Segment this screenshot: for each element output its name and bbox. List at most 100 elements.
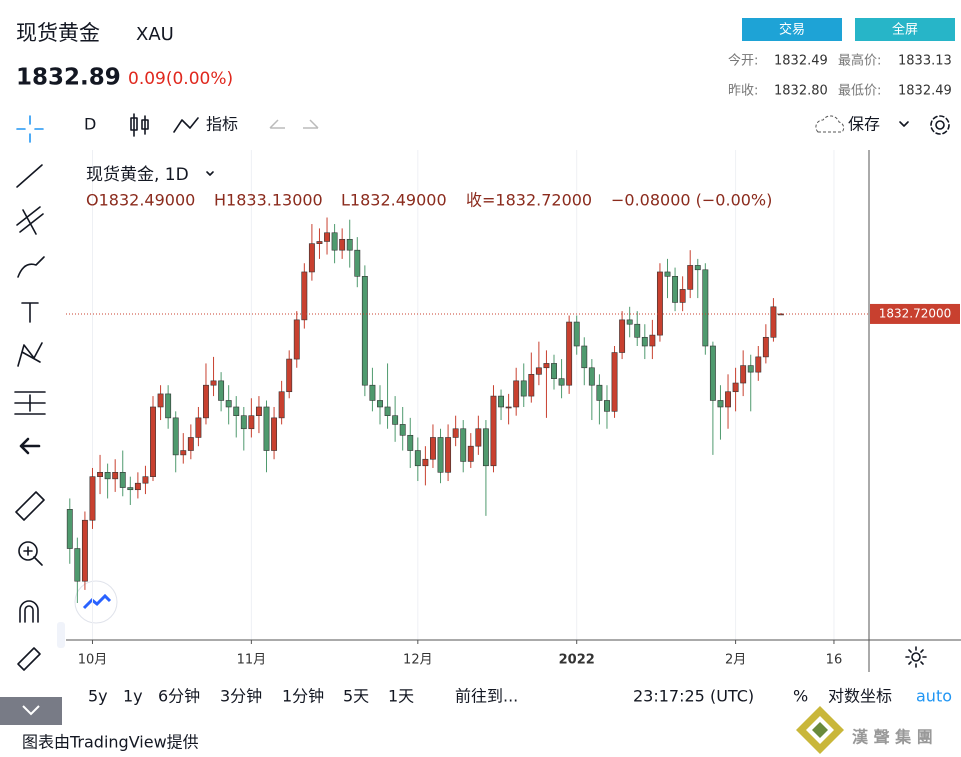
drawing-toolbar [14,115,46,671]
candle-body [134,482,141,491]
candle-body [414,450,421,467]
candle-body [490,395,497,467]
stat-label: 最高价: [838,53,881,69]
auto-toggle[interactable]: auto [916,687,952,706]
tv-logo-mark [82,593,112,610]
candle-body [316,241,323,244]
crosshair-tool[interactable] [16,115,44,143]
candle-body [762,336,769,358]
save-button[interactable]: 保存 [848,115,880,134]
trendline-tool[interactable] [16,164,43,188]
magnet-tool[interactable] [19,600,39,623]
candle-body [558,378,565,386]
candle-body [97,472,103,477]
candle-body [308,243,315,273]
pattern-tool[interactable] [17,342,43,367]
zoom-tool[interactable] [18,541,38,561]
candle-body [626,319,633,325]
text-tool[interactable] [21,302,39,323]
settings-icon[interactable] [930,115,950,135]
candle-body [505,406,512,409]
fullscreen-button[interactable] [855,18,955,41]
trade-button[interactable] [742,18,842,41]
candle-body [611,352,618,412]
candle-body [430,437,436,460]
candle-body [732,382,739,393]
candle-body [157,393,164,408]
lock-tool[interactable] [17,647,41,671]
candle-body [445,437,452,473]
candle-body [535,367,542,375]
candle-body [354,249,361,277]
x-tick-label: 16 [826,653,843,668]
candle-body [278,391,285,419]
stat-label: 最低价: [838,84,881,99]
range-button[interactable]: 3分钟 [220,687,262,706]
interval-button[interactable]: D [84,115,96,134]
stat-value: 1833.13 [898,54,952,69]
candle-body [331,232,338,251]
percent-toggle[interactable]: % [793,687,808,706]
fib-tool[interactable] [16,206,44,235]
candle-body [301,271,308,321]
range-button[interactable]: 1分钟 [282,687,324,706]
candle-body [694,265,701,271]
candle-body [475,428,482,447]
indicators-button[interactable]: 指标 [206,115,238,134]
goto-button[interactable]: 前往到... [455,687,518,706]
candle-body [740,365,747,384]
measure-tool[interactable] [15,491,45,521]
candle-body [604,400,610,412]
collapse-button[interactable] [0,697,62,725]
candle-body [581,345,588,369]
candle-body [664,271,671,277]
axis-settings[interactable] [905,646,927,668]
prediction-tool[interactable] [14,391,46,415]
candle-body [717,400,724,408]
candle-body [634,323,641,338]
trade-button-label[interactable]: 交易 [779,22,805,38]
scroll-handle[interactable] [57,622,65,648]
hide-toolbar[interactable] [19,437,41,455]
legend-menu[interactable] [206,171,214,176]
candle-body [369,384,376,401]
indicator-icon[interactable] [173,117,199,133]
fullscreen-button-label[interactable]: 全屏 [892,22,918,38]
stat-label: 今开: [728,53,758,69]
range-button[interactable]: 1y [123,687,143,706]
stat-value: 1832.49 [898,84,952,99]
log-toggle[interactable]: 对数坐标 [828,687,892,706]
range-button[interactable]: 1天 [388,687,414,706]
candle-body [225,400,232,408]
candle-body [89,476,96,521]
price-label: 1832.72000 [879,306,952,320]
candle-body [770,306,777,338]
brush-tool[interactable] [17,256,45,278]
range-button[interactable]: 5y [88,687,108,706]
candle-body [195,417,202,438]
candle-body [339,238,346,251]
x-tick-label: 12月 [403,653,433,668]
candle-body [672,276,679,303]
cloud-icon[interactable] [815,115,845,133]
chart-type-icon[interactable] [130,113,149,137]
clock: 23:17:25 (UTC) [633,687,754,706]
save-menu[interactable] [899,121,909,127]
price-label-box [870,303,960,324]
candle-body [566,321,573,386]
candle-body [361,276,368,386]
range-button[interactable]: 5天 [343,687,369,706]
redo[interactable] [303,119,319,129]
instrument-symbol: XAU [136,24,174,45]
candle-body [725,391,731,408]
range-button[interactable]: 6分钟 [158,687,200,706]
candle-body [119,472,126,488]
candle-body [74,548,81,582]
undo[interactable] [269,119,285,129]
candle-body [649,334,656,347]
candle-body [377,400,383,408]
candle-body [218,380,225,401]
chart-legend-title: 现货黄金, 1D [86,165,189,185]
last-price: 1832.89 [16,65,121,91]
